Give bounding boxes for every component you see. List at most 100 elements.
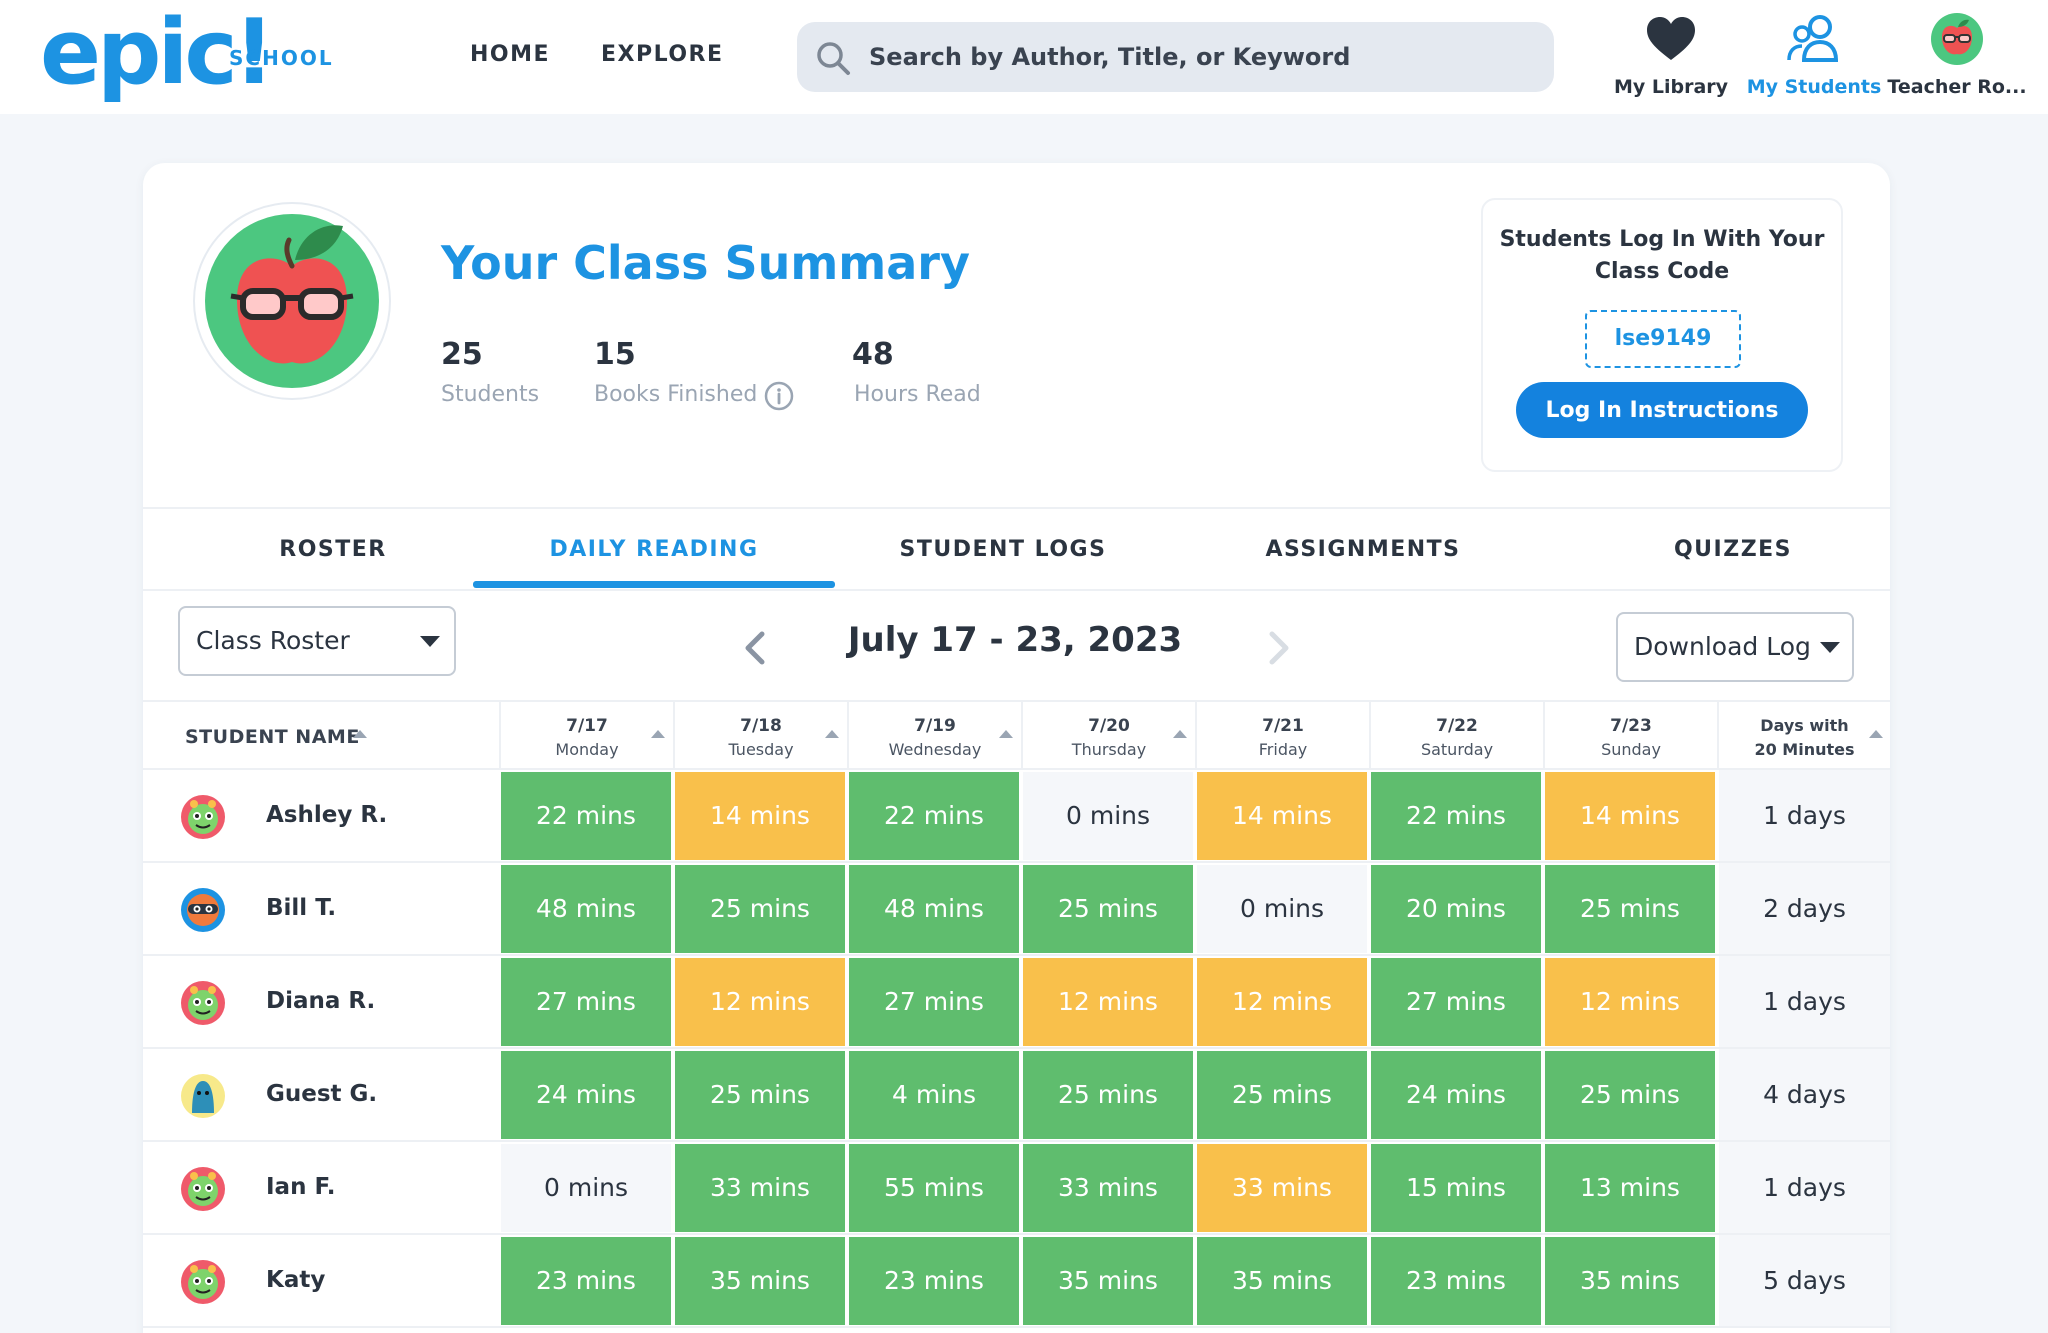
heart-icon: [1647, 17, 1695, 60]
teacher-profile-button[interactable]: Teacher Ro...: [1887, 12, 2027, 102]
tab-daily-reading[interactable]: DAILY READING: [549, 537, 759, 562]
days-with-20-min-cell: 5 days: [1719, 1235, 1890, 1326]
info-icon[interactable]: [764, 381, 794, 411]
table-row[interactable]: Guest G. 24 mins 25 mins 4 mins 25 mins 25 mi…: [143, 1049, 1890, 1142]
reading-minutes-cell[interactable]: 12 mins: [1023, 958, 1193, 1046]
reading-minutes-cell[interactable]: 0 mins: [1197, 865, 1367, 953]
stat-students-label: Students: [441, 382, 540, 407]
reading-minutes-cell[interactable]: 15 mins: [1371, 1144, 1541, 1232]
tab-quizzes[interactable]: QUIZZES: [1673, 537, 1793, 562]
reading-minutes-cell[interactable]: 14 mins: [675, 772, 845, 860]
tab-assignments[interactable]: ASSIGNMENTS: [1265, 537, 1461, 562]
reading-minutes-cell[interactable]: 35 mins: [1197, 1237, 1367, 1325]
chevron-down-icon: [1820, 642, 1840, 653]
class-roster-select[interactable]: Class Roster: [178, 606, 456, 676]
sort-asc-icon: [651, 730, 665, 738]
reading-minutes-cell[interactable]: 55 mins: [849, 1144, 1019, 1232]
reading-minutes-cell[interactable]: 22 mins: [1371, 772, 1541, 860]
next-week-arrow-icon[interactable]: [1264, 628, 1294, 668]
header-day-6[interactable]: 7/22 Saturday: [1369, 702, 1543, 770]
reading-minutes-cell[interactable]: 33 mins: [675, 1144, 845, 1232]
reading-minutes-cell[interactable]: 35 mins: [1545, 1237, 1715, 1325]
download-log-button[interactable]: Download Log: [1616, 612, 1854, 682]
student-name[interactable]: Guest G.: [266, 1081, 378, 1107]
tab-student-logs[interactable]: STUDENT LOGS: [899, 537, 1107, 562]
header-days-with-20-min[interactable]: Days with 20 Minutes: [1717, 702, 1890, 770]
reading-minutes-cell[interactable]: 12 mins: [675, 958, 845, 1046]
reading-minutes-cell[interactable]: 22 mins: [849, 772, 1019, 860]
reading-minutes-cell[interactable]: 33 mins: [1197, 1144, 1367, 1232]
tab-roster[interactable]: ROSTER: [279, 537, 387, 562]
reading-minutes-cell[interactable]: 14 mins: [1545, 772, 1715, 860]
reading-minutes-cell[interactable]: 20 mins: [1371, 865, 1541, 953]
my-library-button[interactable]: My Library: [1601, 12, 1741, 102]
reading-minutes-cell[interactable]: 27 mins: [501, 958, 671, 1046]
header-student-name[interactable]: STUDENT NAME: [143, 702, 499, 770]
reading-minutes-cell[interactable]: 4 mins: [849, 1051, 1019, 1139]
header-days-line2: 20 Minutes: [1754, 740, 1855, 759]
header-day-7[interactable]: 7/23 Sunday: [1543, 702, 1717, 770]
student-name[interactable]: Ashley R.: [266, 802, 388, 828]
reading-minutes-cell[interactable]: 24 mins: [1371, 1051, 1541, 1139]
reading-minutes-cell[interactable]: 22 mins: [501, 772, 671, 860]
reading-minutes-cell[interactable]: 12 mins: [1197, 958, 1367, 1046]
reading-minutes-cell[interactable]: 27 mins: [1371, 958, 1541, 1046]
table-row[interactable]: Katy 23 mins 35 mins 23 mins 35 mins 35 mins 2…: [143, 1235, 1890, 1328]
reading-minutes-cell[interactable]: 23 mins: [501, 1237, 671, 1325]
student-name[interactable]: Ian F.: [266, 1174, 336, 1200]
reading-minutes-cell[interactable]: 25 mins: [1023, 865, 1193, 953]
reading-minutes-cell[interactable]: 0 mins: [1023, 772, 1193, 860]
header-day-5[interactable]: 7/21 Friday: [1195, 702, 1369, 770]
reading-minutes-cell[interactable]: 48 mins: [849, 865, 1019, 953]
student-name[interactable]: Katy: [266, 1267, 326, 1293]
class-code-panel: Students Log In With Your Class Code lse…: [1481, 198, 1843, 472]
header-day-1-weekday: Monday: [555, 740, 619, 759]
reading-minutes-cell[interactable]: 25 mins: [1545, 865, 1715, 953]
nav-explore-link[interactable]: EXPLORE: [601, 42, 724, 67]
reading-minutes-cell[interactable]: 12 mins: [1545, 958, 1715, 1046]
search-input[interactable]: [869, 22, 1539, 92]
student-avatar-icon: [181, 1167, 225, 1211]
reading-minutes-cell[interactable]: 24 mins: [501, 1051, 671, 1139]
days-with-20-min-cell: 4 days: [1719, 1049, 1890, 1140]
reading-minutes-cell[interactable]: 35 mins: [675, 1237, 845, 1325]
reading-minutes-cell[interactable]: 25 mins: [1545, 1051, 1715, 1139]
class-code-value[interactable]: lse9149: [1585, 310, 1741, 368]
nav-home-link[interactable]: HOME: [470, 42, 551, 67]
header-day-2-weekday: Tuesday: [728, 740, 794, 759]
table-row[interactable]: Ian F. 0 mins 33 mins 55 mins 33 mins 33 mins…: [143, 1142, 1890, 1235]
students-icon: [1787, 15, 1839, 62]
reading-minutes-cell[interactable]: 25 mins: [1197, 1051, 1367, 1139]
table-row[interactable]: Diana R. 27 mins 12 mins 27 mins 12 mins 12 m…: [143, 956, 1890, 1049]
reading-minutes-cell[interactable]: 23 mins: [849, 1237, 1019, 1325]
login-instructions-button[interactable]: Log In Instructions: [1516, 382, 1808, 438]
reading-minutes-cell[interactable]: 27 mins: [849, 958, 1019, 1046]
days-with-20-min-cell: 2 days: [1719, 863, 1890, 954]
reading-minutes-cell[interactable]: 0 mins: [501, 1144, 671, 1232]
epic-logo[interactable]: epic!: [40, 0, 275, 105]
table-row[interactable]: Ashley R. 22 mins 14 mins 22 mins 0 mins 14 m…: [143, 770, 1890, 863]
header-day-2[interactable]: 7/18 Tuesday: [673, 702, 847, 770]
header-day-6-date: 7/22: [1436, 716, 1478, 736]
header-day-1[interactable]: 7/17 Monday: [499, 702, 673, 770]
student-name[interactable]: Diana R.: [266, 988, 376, 1014]
my-students-button[interactable]: My Students: [1744, 12, 1884, 102]
sort-asc-icon: [1869, 730, 1883, 738]
header-day-3[interactable]: 7/19 Wednesday: [847, 702, 1021, 770]
prev-week-arrow-icon[interactable]: [740, 628, 770, 668]
reading-minutes-cell[interactable]: 25 mins: [675, 865, 845, 953]
reading-minutes-cell[interactable]: 35 mins: [1023, 1237, 1193, 1325]
student-avatar-icon: [181, 795, 225, 839]
reading-minutes-cell[interactable]: 23 mins: [1371, 1237, 1541, 1325]
header-day-4[interactable]: 7/20 Thursday: [1021, 702, 1195, 770]
reading-minutes-cell[interactable]: 48 mins: [501, 865, 671, 953]
reading-minutes-cell[interactable]: 25 mins: [675, 1051, 845, 1139]
header-days-line1: Days with: [1760, 716, 1849, 735]
student-name[interactable]: Bill T.: [266, 895, 337, 921]
reading-minutes-cell[interactable]: 33 mins: [1023, 1144, 1193, 1232]
tab-bar: ROSTER DAILY READING STUDENT LOGS ASSIGN…: [143, 507, 1890, 591]
table-row[interactable]: Bill T. 48 mins 25 mins 48 mins 25 mins 0 min…: [143, 863, 1890, 956]
reading-minutes-cell[interactable]: 13 mins: [1545, 1144, 1715, 1232]
reading-minutes-cell[interactable]: 14 mins: [1197, 772, 1367, 860]
reading-minutes-cell[interactable]: 25 mins: [1023, 1051, 1193, 1139]
